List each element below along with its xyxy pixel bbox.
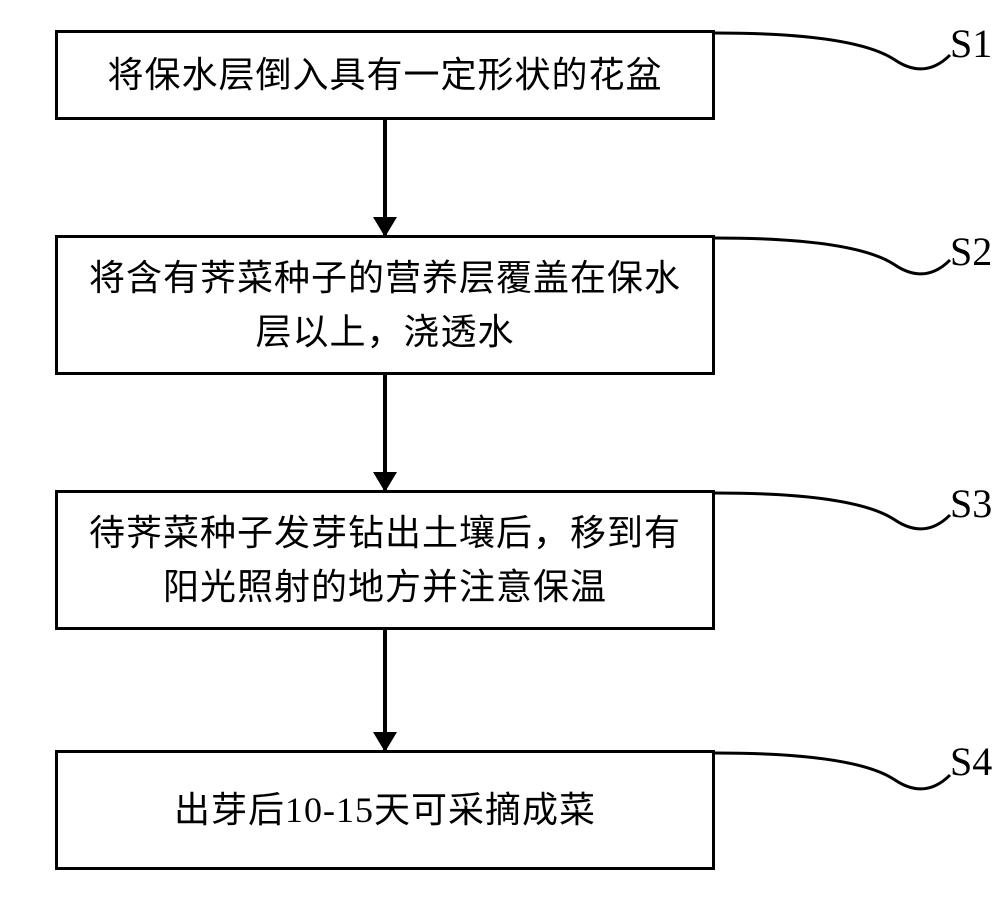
connector-s2 bbox=[715, 235, 955, 295]
connector-s4 bbox=[715, 750, 955, 810]
arrow-2 bbox=[55, 375, 715, 490]
connector-s1 bbox=[715, 30, 955, 90]
step-box-s3: 待荠菜种子发芽钻出土壤后，移到有阳光照射的地方并注意保温 bbox=[55, 490, 715, 630]
step-text-s3: 待荠菜种子发芽钻出土壤后，移到有阳光照射的地方并注意保温 bbox=[78, 506, 692, 614]
step-text-s2: 将含有荠菜种子的营养层覆盖在保水层以上，浇透水 bbox=[78, 251, 692, 359]
step-text-s1: 将保水层倒入具有一定形状的花盆 bbox=[107, 48, 662, 102]
step-text-s4: 出芽后10-15天可采摘成菜 bbox=[174, 783, 596, 837]
label-s4: S4 bbox=[950, 738, 992, 785]
label-s3: S3 bbox=[950, 480, 992, 527]
label-s2: S2 bbox=[950, 228, 992, 275]
step-box-s4: 出芽后10-15天可采摘成菜 bbox=[55, 750, 715, 870]
arrow-3 bbox=[55, 630, 715, 750]
label-s1: S1 bbox=[950, 20, 992, 67]
step-box-s2: 将含有荠菜种子的营养层覆盖在保水层以上，浇透水 bbox=[55, 235, 715, 375]
step-box-s1: 将保水层倒入具有一定形状的花盆 bbox=[55, 30, 715, 120]
connector-s3 bbox=[715, 490, 955, 550]
arrow-1 bbox=[55, 120, 715, 235]
